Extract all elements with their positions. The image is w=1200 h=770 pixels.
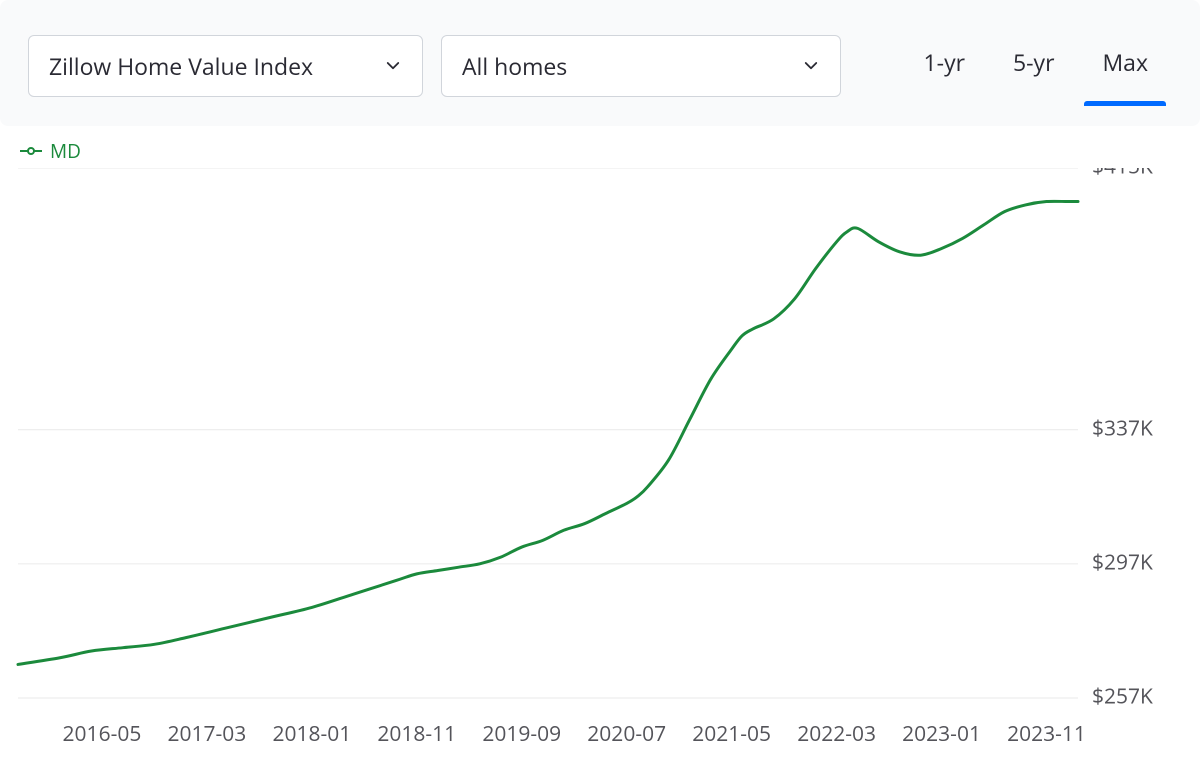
x-axis-label: 2023-01 bbox=[902, 720, 981, 748]
metric-dropdown[interactable]: Zillow Home Value Index bbox=[28, 35, 423, 97]
y-axis-label: $297K bbox=[1092, 548, 1153, 576]
y-axis-label: $415K bbox=[1092, 168, 1153, 181]
controls-bar: Zillow Home Value Index All homes 1-yr5-… bbox=[0, 0, 1200, 126]
x-axis-label: 2023-11 bbox=[1007, 720, 1086, 748]
chart: $415K $337K $297K $257K 2016-05 2017-03 2018-0… bbox=[0, 168, 1200, 770]
x-axis-label: 2018-01 bbox=[272, 720, 351, 748]
x-axis-label: 2022-03 bbox=[797, 720, 876, 748]
chevron-down-icon bbox=[384, 57, 402, 75]
home-type-dropdown-label: All homes bbox=[462, 50, 567, 82]
x-axis-label: 2017-03 bbox=[168, 720, 247, 748]
y-axis-label: $337K bbox=[1092, 414, 1153, 442]
chart-legend: MD bbox=[0, 132, 1200, 168]
range-tab-max[interactable]: Max bbox=[1078, 32, 1172, 100]
range-tab-5-yr[interactable]: 5-yr bbox=[989, 32, 1078, 100]
y-axis-label: $257K bbox=[1092, 683, 1153, 711]
legend-series-label: MD bbox=[50, 138, 81, 164]
home-type-dropdown[interactable]: All homes bbox=[441, 35, 841, 97]
range-tabs: 1-yr5-yrMax bbox=[900, 32, 1172, 100]
chart-svg: $415K $337K $297K $257K 2016-05 2017-03 2018-0… bbox=[0, 168, 1200, 770]
x-axis-label: 2018-11 bbox=[377, 720, 456, 748]
x-axis-label: 2021-05 bbox=[692, 720, 771, 748]
legend-marker bbox=[20, 145, 42, 157]
x-axis-label: 2019-09 bbox=[482, 720, 561, 748]
series-line-md bbox=[18, 201, 1078, 664]
x-axis-label: 2020-07 bbox=[587, 720, 666, 748]
metric-dropdown-label: Zillow Home Value Index bbox=[49, 50, 313, 82]
chevron-down-icon bbox=[802, 57, 820, 75]
range-tab-1-yr[interactable]: 1-yr bbox=[900, 32, 989, 100]
x-axis-label: 2016-05 bbox=[63, 720, 142, 748]
